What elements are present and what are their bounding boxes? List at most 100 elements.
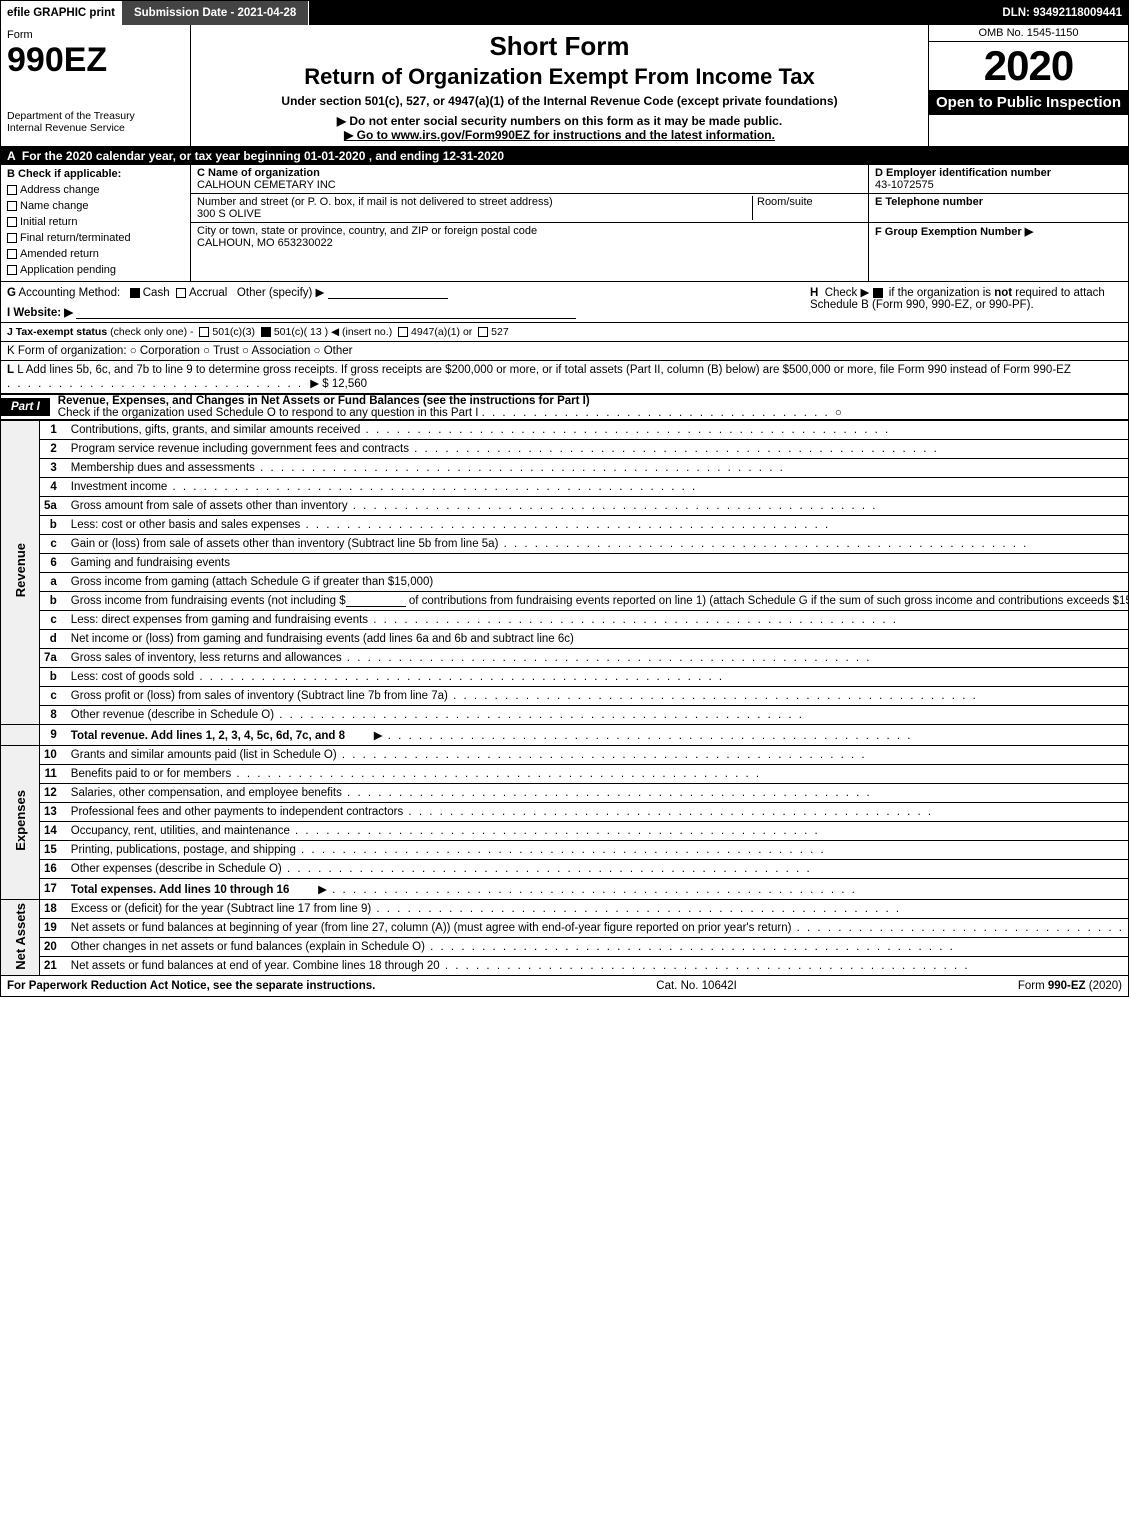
ln-5c-num: c [40,534,67,553]
ln-21-num: 21 [40,957,67,976]
irs: Internal Revenue Service [7,122,184,134]
ln-12-text: Salaries, other compensation, and employ… [71,787,342,799]
ln-12-num: 12 [40,783,67,802]
ln-6-text: Gaming and fundraising events [71,557,230,569]
tax-period: A For the 2020 calendar year, or tax yea… [1,147,1128,165]
ln-2-text: Program service revenue including govern… [71,443,409,455]
ln-19-num: 19 [40,918,67,937]
ln-8-num: 8 [40,705,67,724]
ln-13-text: Professional fees and other payments to … [71,806,403,818]
line-l-text: L Add lines 5b, 6c, and 7b to line 9 to … [17,364,1071,376]
line-gh: G Accounting Method: Cash Accrual Other … [1,282,1128,323]
line-l: L L Add lines 5b, 6c, and 7b to line 9 t… [1,361,1128,394]
ln-16-text: Other expenses (describe in Schedule O) [71,863,282,875]
ln-9-text: Total revenue. Add lines 1, 2, 3, 4, 5c,… [71,730,345,742]
ln-5a-num: 5a [40,496,67,515]
line-j: J Tax-exempt status (check only one) - 5… [1,323,1128,342]
ln-19-text: Net assets or fund balances at beginning… [71,922,792,934]
netassets-label: Net Assets [13,903,28,970]
part-i-tag: Part I [1,398,50,416]
ln-17-num: 17 [40,878,67,899]
website-label: I Website: ▶ [7,307,73,319]
ln-7a-num: 7a [40,648,67,667]
part-i-check-text: Check if the organization used Schedule … [58,407,479,419]
ln-15-num: 15 [40,840,67,859]
part-i-table: Revenue 1 Contributions, gifts, grants, … [1,420,1129,977]
form-label: Form [7,29,184,41]
goto-link[interactable]: Go to www.irs.gov/Form990EZ for instruct… [197,128,922,142]
dept: Department of the Treasury [7,110,184,122]
chk-application-pending: Application pending [20,264,116,276]
ln-21-text: Net assets or fund balances at end of ye… [71,960,440,972]
chk-final-return: Final return/terminated [20,232,131,244]
ln-10-num: 10 [40,745,67,764]
page-footer: For Paperwork Reduction Act Notice, see … [1,976,1128,996]
efile-print: efile GRAPHIC print [1,1,122,25]
ln-6b-text: Gross income from fundraising events (no… [71,595,346,607]
ln-6a-text: Gross income from gaming (attach Schedul… [71,576,433,588]
ln-7c-text: Gross profit or (loss) from sales of inv… [71,690,448,702]
ln-3-num: 3 [40,458,67,477]
ln-5b-text: Less: cost or other basis and sales expe… [71,519,301,531]
ln-5b-num: b [40,515,67,534]
topbar: efile GRAPHIC print Submission Date - 20… [1,1,1128,25]
ln-4-num: 4 [40,477,67,496]
form-990ez-page: efile GRAPHIC print Submission Date - 20… [0,0,1129,997]
expenses-label: Expenses [13,790,28,851]
ln-9-num: 9 [40,724,67,745]
group-exemption-label: F Group Exemption Number ▶ [875,226,1033,238]
revenue-label: Revenue [13,543,28,597]
ln-5a-text: Gross amount from sale of assets other t… [71,500,348,512]
ln-1-num: 1 [40,420,67,439]
phone-label: E Telephone number [875,196,983,208]
chk-amended-return: Amended return [20,248,99,260]
ln-18-num: 18 [40,899,67,918]
form-number: 990EZ [7,41,184,80]
org-name: CALHOUN CEMETARY INC [197,179,336,191]
ln-2-num: 2 [40,439,67,458]
ln-13-num: 13 [40,802,67,821]
ein: 43-1072575 [875,179,934,191]
part-i-title: Revenue, Expenses, and Changes in Net As… [58,395,590,407]
line-h: H Check ▶ if the organization is not req… [802,285,1122,319]
ln-14-text: Occupancy, rent, utilities, and maintena… [71,825,290,837]
chk-initial-return: Initial return [20,216,77,228]
ln-7a-text: Gross sales of inventory, less returns a… [71,652,342,664]
dln: DLN: 93492118009441 [996,1,1128,25]
ein-label: D Employer identification number [875,167,1051,179]
street-address: 300 S OLIVE [197,208,261,220]
entity-block: B Check if applicable: Address change Na… [1,165,1128,282]
city-state-zip: CALHOUN, MO 653230022 [197,237,333,249]
ln-6d-text: Net income or (loss) from gaming and fun… [71,633,574,645]
ln-20-num: 20 [40,937,67,956]
ln-14-num: 14 [40,821,67,840]
line-l-amount: ▶ $ 12,560 [310,378,367,390]
room-suite-label: Room/suite [757,196,813,208]
box-b: B Check if applicable: Address change Na… [1,165,191,281]
ln-6c-text: Less: direct expenses from gaming and fu… [71,614,368,626]
line-k: K Form of organization: ○ Corporation ○ … [1,342,1128,361]
ln-8-text: Other revenue (describe in Schedule O) [71,709,274,721]
title-return: Return of Organization Exempt From Incom… [197,64,922,90]
box-c: C Name of organization CALHOUN CEMETARY … [191,165,868,281]
chk-address-change: Address change [20,184,100,196]
footer-cat: Cat. No. 10642I [656,980,737,992]
ln-16-num: 16 [40,859,67,878]
ssn-warning: Do not enter social security numbers on … [197,114,922,128]
open-to-public: Open to Public Inspection [929,90,1128,115]
ln-15-text: Printing, publications, postage, and shi… [71,844,296,856]
ln-6d-num: d [40,629,67,648]
ln-6b-text2: of contributions from fundraising events… [409,595,1129,607]
ln-6a-num: a [40,572,67,591]
submission-date: Submission Date - 2021-04-28 [122,1,309,25]
omb-number: OMB No. 1545-1150 [929,25,1128,42]
org-name-label: C Name of organization [197,167,320,179]
addr-label: Number and street (or P. O. box, if mail… [197,196,553,208]
footer-left: For Paperwork Reduction Act Notice, see … [7,980,375,992]
ln-11-num: 11 [40,764,67,783]
ln-7b-num: b [40,667,67,686]
form-header: Form 990EZ Department of the Treasury In… [1,25,1128,147]
ln-4-text: Investment income [71,481,168,493]
tax-period-text: For the 2020 calendar year, or tax year … [22,149,504,163]
ln-5c-text: Gain or (loss) from sale of assets other… [71,538,499,550]
